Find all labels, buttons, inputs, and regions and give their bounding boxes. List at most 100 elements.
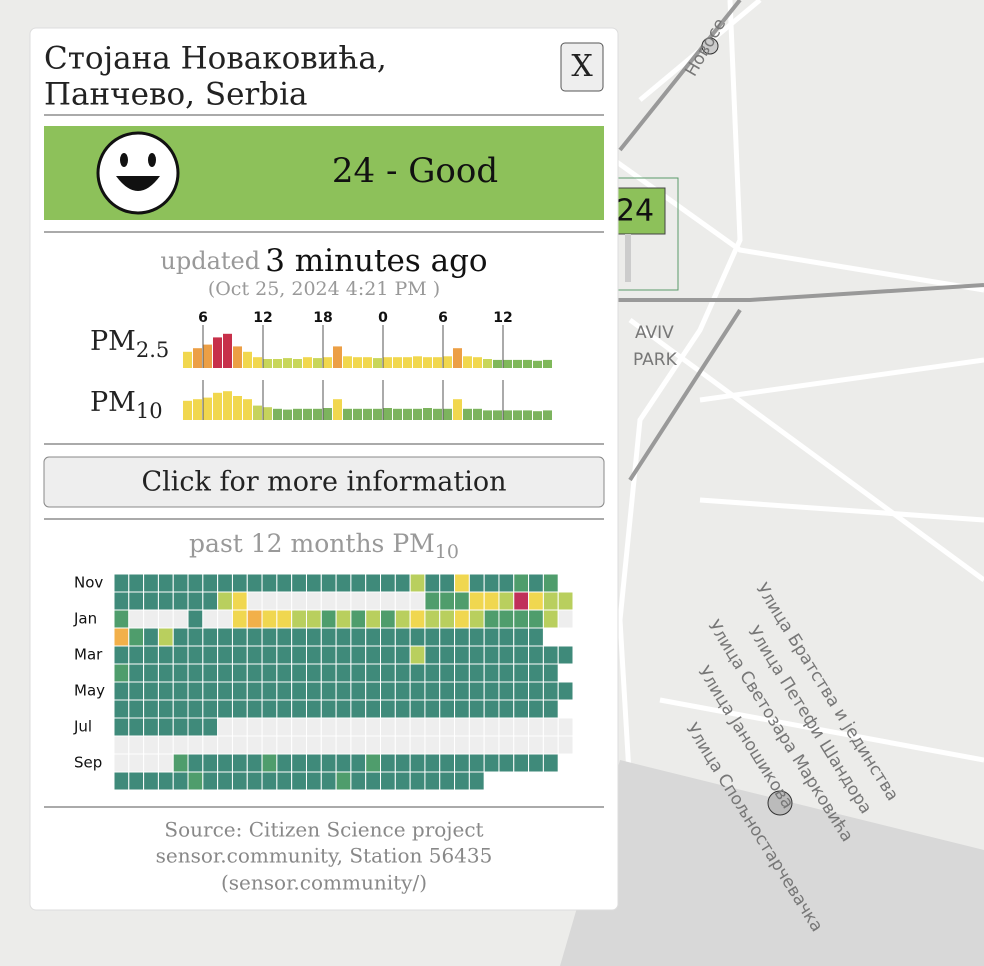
hour-bar bbox=[353, 357, 362, 368]
day-cell bbox=[454, 681, 470, 701]
hour-bar bbox=[373, 408, 382, 420]
empty-cell bbox=[542, 735, 559, 755]
day-cell bbox=[335, 663, 352, 683]
empty-cell bbox=[483, 717, 500, 737]
day-cell bbox=[143, 627, 159, 647]
day-cell bbox=[320, 573, 337, 593]
hour-label: 12 bbox=[253, 310, 272, 326]
day-cell bbox=[157, 591, 174, 611]
day-cell bbox=[350, 663, 367, 683]
empty-cell bbox=[365, 717, 382, 737]
hour-bar bbox=[493, 410, 502, 420]
day-cell bbox=[143, 681, 159, 701]
empty-cell bbox=[157, 609, 174, 629]
hour-bar bbox=[513, 410, 522, 420]
day-cell bbox=[394, 645, 411, 665]
day-cell bbox=[128, 627, 145, 647]
marker-value[interactable]: 24 bbox=[616, 194, 654, 229]
day-cell bbox=[468, 663, 485, 683]
day-cell bbox=[276, 753, 293, 773]
day-cell bbox=[231, 573, 248, 593]
day-cell bbox=[231, 591, 248, 611]
day-cell bbox=[320, 699, 337, 719]
hour-bar bbox=[513, 359, 522, 368]
hour-bar bbox=[243, 351, 252, 368]
hour-bar bbox=[233, 396, 242, 420]
day-cell bbox=[187, 627, 204, 647]
day-cell bbox=[542, 573, 559, 593]
hour-label: 18 bbox=[313, 310, 332, 326]
empty-cell bbox=[557, 717, 574, 737]
day-cell bbox=[320, 663, 337, 683]
more-info-label[interactable]: Click for more information bbox=[141, 467, 506, 498]
day-cell bbox=[143, 663, 159, 683]
day-cell bbox=[439, 753, 456, 773]
day-cell bbox=[231, 609, 248, 629]
day-cell bbox=[305, 753, 322, 773]
day-cell bbox=[246, 645, 263, 665]
day-cell bbox=[454, 573, 470, 593]
day-cell bbox=[113, 627, 130, 647]
day-cell bbox=[513, 591, 530, 611]
day-cell bbox=[202, 699, 219, 719]
park-label: PARK bbox=[633, 350, 678, 370]
day-cell bbox=[157, 663, 174, 683]
day-cell bbox=[276, 645, 293, 665]
empty-cell bbox=[528, 717, 544, 737]
day-cell bbox=[217, 627, 233, 647]
hour-bar bbox=[433, 357, 442, 368]
day-cell bbox=[157, 771, 174, 791]
day-cell bbox=[187, 717, 204, 737]
day-cell bbox=[498, 699, 515, 719]
day-cell bbox=[468, 681, 485, 701]
day-cell bbox=[172, 573, 189, 593]
day-cell bbox=[246, 699, 263, 719]
day-cell bbox=[380, 771, 396, 791]
empty-cell bbox=[320, 591, 337, 611]
pm25-label: PM2.5 bbox=[90, 326, 169, 362]
day-cell bbox=[424, 699, 441, 719]
day-cell bbox=[291, 681, 307, 701]
empty-cell bbox=[380, 591, 396, 611]
empty-cell bbox=[291, 735, 307, 755]
river bbox=[560, 760, 984, 966]
hour-bar bbox=[483, 359, 492, 368]
empty-cell bbox=[276, 591, 293, 611]
day-cell bbox=[528, 699, 544, 719]
day-cell bbox=[246, 627, 263, 647]
hour-bar bbox=[373, 358, 382, 368]
day-cell bbox=[454, 627, 470, 647]
hour-bar bbox=[263, 407, 272, 420]
day-cell bbox=[305, 681, 322, 701]
empty-cell bbox=[157, 735, 174, 755]
empty-cell bbox=[305, 717, 322, 737]
hour-bar bbox=[383, 408, 392, 420]
day-cell bbox=[305, 771, 322, 791]
hour-bar bbox=[343, 356, 352, 368]
day-cell bbox=[468, 573, 485, 593]
day-cell bbox=[424, 609, 441, 629]
day-cell bbox=[394, 753, 411, 773]
day-cell bbox=[498, 645, 515, 665]
day-cell bbox=[350, 645, 367, 665]
empty-cell bbox=[246, 591, 263, 611]
day-cell bbox=[157, 627, 174, 647]
day-cell bbox=[202, 573, 219, 593]
hour-bar bbox=[393, 357, 402, 368]
close-button[interactable] bbox=[560, 42, 604, 92]
hour-bar bbox=[543, 359, 552, 368]
more-info-button[interactable] bbox=[43, 456, 605, 508]
day-cell bbox=[128, 663, 145, 683]
empty-cell bbox=[261, 735, 278, 755]
day-cell bbox=[380, 573, 396, 593]
day-cell bbox=[246, 573, 263, 593]
day-cell bbox=[468, 609, 485, 629]
day-cell bbox=[157, 645, 174, 665]
popup-title: Стојана Новаковића, bbox=[44, 41, 387, 77]
day-cell bbox=[380, 609, 396, 629]
close-label[interactable]: X bbox=[571, 49, 593, 84]
hour-bar bbox=[483, 410, 492, 420]
day-cell bbox=[498, 573, 515, 593]
day-cell bbox=[320, 609, 337, 629]
hour-bar bbox=[463, 408, 472, 420]
